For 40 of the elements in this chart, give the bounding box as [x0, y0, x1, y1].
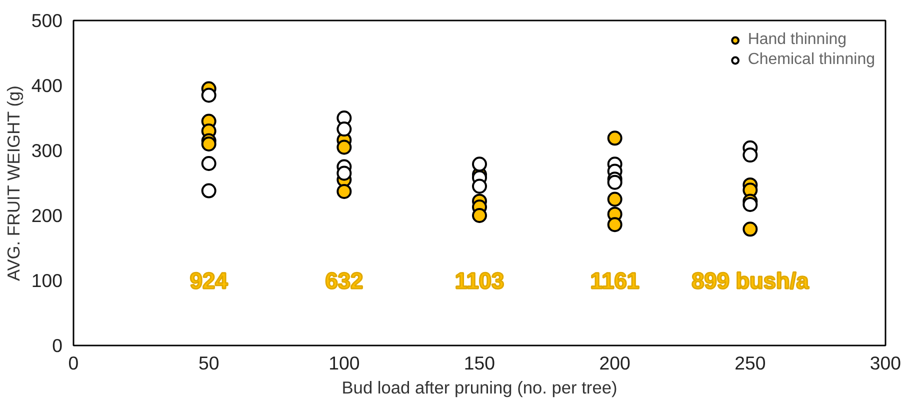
- x-tick-label: 0: [68, 352, 79, 374]
- point: [201, 136, 216, 152]
- point: [742, 148, 758, 163]
- point: [336, 166, 352, 181]
- point: [201, 183, 216, 198]
- x-tick-label: 200: [599, 352, 630, 374]
- y-tick-label: 300: [31, 140, 63, 161]
- y-tick-label: 100: [31, 270, 63, 291]
- point: [336, 140, 352, 155]
- point: [201, 88, 216, 103]
- annotation: 1103: [454, 268, 504, 294]
- point: [472, 178, 487, 194]
- point: [607, 130, 622, 146]
- x-axis-title: Bud load after pruning (no. per tree): [342, 378, 618, 398]
- x-tick-label: 300: [870, 352, 902, 374]
- point: [607, 192, 622, 207]
- annotation: 1161: [590, 268, 640, 294]
- point: [336, 184, 352, 199]
- y-tick-label: 0: [52, 335, 63, 356]
- point: [742, 222, 758, 237]
- point: [336, 122, 352, 137]
- y-tick-label: 400: [31, 75, 63, 96]
- legend-label: Chemical thinning: [748, 51, 875, 69]
- y-tick-label: 500: [31, 10, 63, 31]
- point: [472, 208, 487, 223]
- point: [607, 174, 622, 190]
- x-tick-label: 100: [328, 352, 360, 374]
- annotation: 632: [325, 268, 364, 294]
- annotation: 924: [190, 268, 228, 294]
- annotation: 899 bush/a: [692, 268, 810, 294]
- point: [607, 217, 622, 232]
- y-tick-label: 200: [31, 205, 63, 226]
- point: [472, 156, 487, 172]
- x-tick-label: 50: [198, 352, 220, 374]
- point: [742, 196, 758, 212]
- point: [201, 156, 216, 171]
- legend-label: Hand thinning: [748, 31, 847, 49]
- x-tick-label: 150: [464, 352, 496, 374]
- x-tick-label: 250: [734, 352, 766, 374]
- y-axis-title: AVG. FRUIT WEIGHT (g): [3, 86, 24, 282]
